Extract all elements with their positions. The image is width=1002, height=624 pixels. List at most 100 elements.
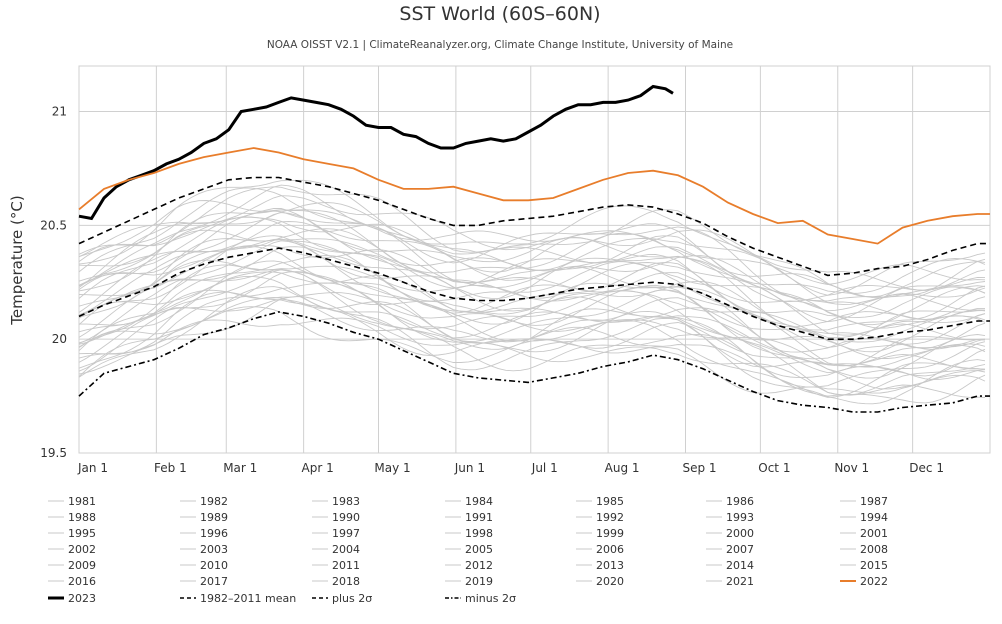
- legend-item[interactable]: 1987: [840, 495, 888, 508]
- legend-label: 2009: [68, 559, 96, 572]
- x-tick-label: Sep 1: [682, 461, 716, 475]
- legend-label: 2017: [200, 575, 228, 588]
- x-tick-label: Feb 1: [154, 461, 187, 475]
- legend-item[interactable]: 1991: [445, 511, 493, 524]
- legend-label: 2004: [332, 543, 360, 556]
- legend-label: 2010: [200, 559, 228, 572]
- legend-item[interactable]: 2019: [445, 575, 493, 588]
- series-line-2010: [78, 221, 986, 321]
- legend-item[interactable]: 1989: [180, 511, 228, 524]
- legend-item[interactable]: 2007: [706, 543, 754, 556]
- legend-item[interactable]: plus 2σ: [312, 592, 372, 605]
- legend-item[interactable]: 2004: [312, 543, 360, 556]
- series-line-1983: [78, 296, 986, 404]
- legend-item[interactable]: 1982: [180, 495, 228, 508]
- legend-item[interactable]: 2014: [706, 559, 754, 572]
- legend-item[interactable]: 2002: [48, 543, 96, 556]
- legend-item[interactable]: 2005: [445, 543, 493, 556]
- series-line-2017: [78, 187, 986, 294]
- legend-item[interactable]: 1994: [840, 511, 888, 524]
- series-line-1984: [78, 286, 986, 405]
- legend-item[interactable]: 2015: [840, 559, 888, 572]
- legend-label: 1990: [332, 511, 360, 524]
- x-tick-label: May 1: [374, 461, 410, 475]
- legend-item[interactable]: 1993: [706, 511, 754, 524]
- legend-label: 2021: [726, 575, 754, 588]
- legend-label: 2000: [726, 527, 754, 540]
- legend-item[interactable]: 2003: [180, 543, 228, 556]
- legend-item[interactable]: 1983: [312, 495, 360, 508]
- series-line-2019: [78, 195, 986, 291]
- series-line-2018: [78, 200, 986, 285]
- legend-label: 2008: [860, 543, 888, 556]
- legend-item[interactable]: 1999: [576, 527, 624, 540]
- legend-item[interactable]: 2023: [48, 592, 96, 605]
- series-line-2022: [78, 147, 990, 245]
- legend-item[interactable]: 2011: [312, 559, 360, 572]
- x-tick-label: Mar 1: [223, 461, 257, 475]
- legend-item[interactable]: 2010: [180, 559, 228, 572]
- series-line-2011: [78, 210, 986, 326]
- series-line-2023: [78, 84, 674, 221]
- legend-item[interactable]: minus 2σ: [445, 592, 516, 605]
- legend-label: 1987: [860, 495, 888, 508]
- series-line-2013: [78, 207, 986, 303]
- legend-item[interactable]: 2000: [706, 527, 754, 540]
- series-line-2007: [78, 212, 986, 331]
- x-tick-label: Jan 1: [77, 461, 108, 475]
- legend-item[interactable]: 2008: [840, 543, 888, 556]
- series-line-1997: [79, 255, 986, 366]
- x-tick-label: Dec 1: [909, 461, 944, 475]
- legend-item[interactable]: 1988: [48, 511, 96, 524]
- series-line-1998: [78, 240, 986, 360]
- legend-item[interactable]: 2017: [180, 575, 228, 588]
- legend-item[interactable]: 1995: [48, 527, 96, 540]
- legend-item[interactable]: 2013: [576, 559, 624, 572]
- legend-item[interactable]: 2016: [48, 575, 96, 588]
- legend-item[interactable]: 2006: [576, 543, 624, 556]
- legend-label: plus 2σ: [332, 592, 372, 605]
- legend-item[interactable]: 1986: [706, 495, 754, 508]
- legend-item[interactable]: 2018: [312, 575, 360, 588]
- series-line-minus-2-: [78, 311, 990, 413]
- series-line-2000: [78, 259, 986, 341]
- legend-item[interactable]: 1981: [48, 495, 96, 508]
- series-line-1994: [78, 264, 986, 374]
- legend-item[interactable]: 2012: [445, 559, 493, 572]
- legend-item[interactable]: 1996: [180, 527, 228, 540]
- legend-item[interactable]: 2009: [48, 559, 96, 572]
- legend-item[interactable]: 1985: [576, 495, 624, 508]
- legend-item[interactable]: 1982–2011 mean: [180, 592, 296, 605]
- legend-label: 1986: [726, 495, 754, 508]
- y-tick-label: 20: [52, 332, 67, 346]
- legend-label: 2020: [596, 575, 624, 588]
- grid: [78, 65, 991, 454]
- legend-item[interactable]: 2022: [840, 575, 888, 588]
- legend-label: 1988: [68, 511, 96, 524]
- legend-label: 1992: [596, 511, 624, 524]
- legend-item[interactable]: 2021: [706, 575, 754, 588]
- legend-label: 2005: [465, 543, 493, 556]
- legend-item[interactable]: 1984: [445, 495, 493, 508]
- legend-label: 1983: [332, 495, 360, 508]
- legend-item[interactable]: 1990: [312, 511, 360, 524]
- x-tick-label: Oct 1: [758, 461, 790, 475]
- legend-item[interactable]: 2001: [840, 527, 888, 540]
- legend-label: 2016: [68, 575, 96, 588]
- series-line-2020: [78, 186, 986, 298]
- series-line-1982: [78, 317, 986, 398]
- y-tick-label: 21: [52, 105, 67, 119]
- series-line-1982-2011-mean: [78, 247, 990, 340]
- series-line-2016: [78, 184, 986, 302]
- series-line-2002: [78, 235, 986, 353]
- legend-item[interactable]: 2020: [576, 575, 624, 588]
- legend-item[interactable]: 1998: [445, 527, 493, 540]
- legend-label: 1993: [726, 511, 754, 524]
- legend-item[interactable]: 1997: [312, 527, 360, 540]
- legend-label: 1982–2011 mean: [200, 592, 296, 605]
- series-lines: [78, 84, 990, 413]
- legend-item[interactable]: 1992: [576, 511, 624, 524]
- legend-label: 2001: [860, 527, 888, 540]
- legend-label: 2013: [596, 559, 624, 572]
